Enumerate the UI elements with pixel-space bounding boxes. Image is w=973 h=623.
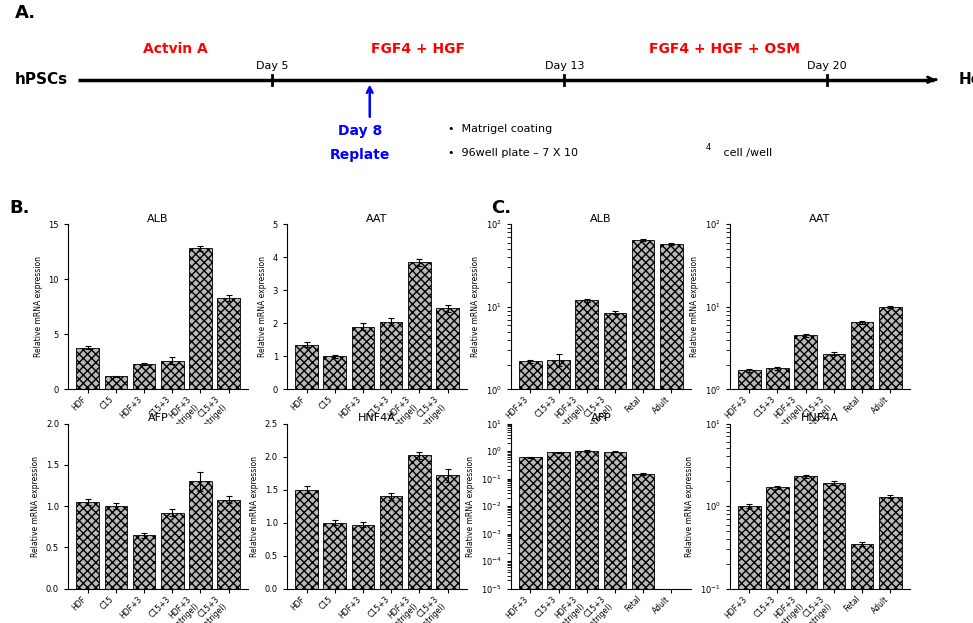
Title: AFP: AFP <box>148 413 168 423</box>
Text: cell /well: cell /well <box>720 148 773 158</box>
Text: hPSCs: hPSCs <box>15 72 68 87</box>
Bar <box>76 502 99 589</box>
Bar <box>850 544 874 623</box>
Y-axis label: Relative mRNA expression: Relative mRNA expression <box>471 256 481 358</box>
Bar <box>738 370 761 623</box>
Bar <box>189 482 212 589</box>
Title: HNF4A: HNF4A <box>801 413 839 423</box>
Bar <box>850 322 874 623</box>
Bar <box>879 497 902 623</box>
Bar <box>161 361 184 389</box>
Bar <box>323 356 346 389</box>
Bar <box>766 368 789 623</box>
Bar <box>794 477 817 623</box>
Bar <box>323 523 346 589</box>
Bar <box>408 455 431 589</box>
Title: HNF4A: HNF4A <box>358 413 396 423</box>
Bar <box>436 475 459 589</box>
Bar <box>519 457 542 623</box>
Bar <box>379 321 403 389</box>
Bar <box>603 313 627 623</box>
Text: Day 8: Day 8 <box>338 123 382 138</box>
Bar <box>766 487 789 623</box>
Text: •  Matrigel coating: • Matrigel coating <box>448 123 552 133</box>
Bar <box>161 513 184 589</box>
Text: Day 20: Day 20 <box>808 61 847 71</box>
Bar <box>76 348 99 389</box>
Bar <box>351 525 375 589</box>
Bar <box>295 490 318 589</box>
Title: ALB: ALB <box>147 214 169 224</box>
Title: ALB: ALB <box>590 214 612 224</box>
Bar <box>132 535 156 589</box>
Bar <box>379 497 403 589</box>
Y-axis label: Relative mRNA expression: Relative mRNA expression <box>258 256 267 358</box>
Bar <box>660 589 683 623</box>
Y-axis label: Relative mRNA expression: Relative mRNA expression <box>685 455 695 557</box>
Text: Replate: Replate <box>330 148 390 161</box>
Bar <box>631 240 655 623</box>
Title: AAT: AAT <box>810 214 830 224</box>
Text: Actvin A: Actvin A <box>143 42 207 56</box>
Bar <box>822 483 846 623</box>
Text: Day 13: Day 13 <box>545 61 584 71</box>
Bar <box>217 500 240 589</box>
Bar <box>519 361 542 623</box>
Bar <box>408 262 431 389</box>
Bar <box>575 300 598 623</box>
Bar <box>547 452 570 623</box>
Bar <box>822 354 846 623</box>
Y-axis label: Relative mRNA expression: Relative mRNA expression <box>250 455 260 557</box>
Text: 4: 4 <box>705 143 710 151</box>
Bar <box>547 359 570 623</box>
Bar <box>104 376 127 389</box>
Text: C.: C. <box>491 199 512 217</box>
Text: Day 5: Day 5 <box>256 61 289 71</box>
Bar <box>189 249 212 389</box>
Bar <box>217 298 240 389</box>
Bar <box>104 506 127 589</box>
Bar <box>879 307 902 623</box>
Bar <box>295 345 318 389</box>
Bar <box>794 335 817 623</box>
Title: AFP: AFP <box>591 413 611 423</box>
Text: B.: B. <box>10 199 30 217</box>
Bar <box>575 450 598 623</box>
Bar <box>603 452 627 623</box>
Bar <box>351 326 375 389</box>
Title: AAT: AAT <box>367 214 387 224</box>
Bar <box>436 308 459 389</box>
Bar <box>132 364 156 389</box>
Text: A.: A. <box>15 4 36 22</box>
Text: •  96well plate – 7 X 10: • 96well plate – 7 X 10 <box>448 148 578 158</box>
Y-axis label: Relative mRNA expression: Relative mRNA expression <box>466 455 475 557</box>
Text: FGF4 + HGF: FGF4 + HGF <box>372 42 465 56</box>
Y-axis label: Relative mRNA expression: Relative mRNA expression <box>31 455 41 557</box>
Bar <box>738 506 761 623</box>
Y-axis label: Relative mRNA expression: Relative mRNA expression <box>690 256 700 358</box>
Text: FGF4 + HGF + OSM: FGF4 + HGF + OSM <box>649 42 801 56</box>
Y-axis label: Relative mRNA expression: Relative mRNA expression <box>34 256 43 358</box>
Bar <box>631 474 655 623</box>
Bar <box>660 244 683 623</box>
Text: Hepatocytes: Hepatocytes <box>958 72 973 87</box>
